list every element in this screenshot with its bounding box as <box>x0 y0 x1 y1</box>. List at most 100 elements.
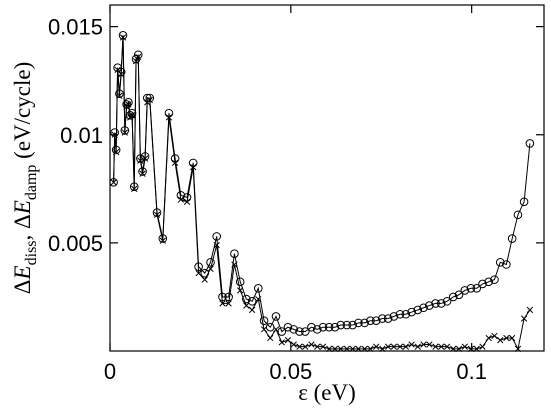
data-point-cross <box>141 155 149 162</box>
data-point-circle <box>312 325 322 334</box>
data-point-circle <box>271 312 281 321</box>
tick-labels: 0 0.05 0.1 0.005 0.01 0.015 <box>48 15 487 384</box>
data-point-circle <box>336 320 346 330</box>
data-point-cross <box>121 129 128 136</box>
data-point-cross <box>319 343 327 350</box>
data-point-cross <box>110 179 117 186</box>
data-point-circle <box>466 283 476 293</box>
y-tick-label: 0.005 <box>48 231 103 256</box>
data-point-cross <box>461 343 468 350</box>
data-point-circle <box>490 275 499 284</box>
data-point-cross <box>302 343 309 350</box>
data-point-cross <box>237 287 244 294</box>
x-axis-title: ε (eV) <box>298 380 356 405</box>
data-point-circle <box>507 234 517 243</box>
data-point-circle <box>495 258 505 267</box>
data-point-circle <box>242 294 251 304</box>
data-point-cross <box>195 269 202 277</box>
data-point-circle <box>407 307 416 317</box>
data-point-cross <box>497 337 504 344</box>
data-point-cross <box>420 341 427 348</box>
data-point-circle <box>371 316 381 326</box>
data-point-cross <box>116 92 123 99</box>
data-point-circle <box>478 279 487 289</box>
data-point-cross <box>520 315 528 322</box>
x-tick-label: 0 <box>104 359 116 384</box>
data-point-circle <box>472 283 482 293</box>
data-point-cross <box>503 334 510 342</box>
data-point-circle <box>330 322 340 332</box>
data-point-cross <box>361 345 368 352</box>
data-point-cross <box>526 306 534 314</box>
data-point-cross <box>331 345 339 352</box>
data-point-cross <box>146 96 153 104</box>
y-axis-title-sub2: damp <box>23 165 40 201</box>
data-point-cross <box>390 343 398 350</box>
data-point-circle <box>307 322 316 332</box>
y-tick-label: 0.015 <box>48 15 103 40</box>
data-point-circle <box>206 258 215 267</box>
plot-frame <box>109 4 545 352</box>
data-point-circle <box>354 318 363 328</box>
data-point-circle <box>253 283 263 293</box>
data-point-cross <box>485 334 492 342</box>
data-point-cross <box>207 265 214 272</box>
data-point-cross <box>290 341 297 348</box>
data-point-cross <box>248 306 256 314</box>
x-tick-label: 0.1 <box>456 359 487 384</box>
data-point-cross <box>373 343 380 350</box>
data-point-cross <box>450 345 457 352</box>
data-point-circle <box>289 325 299 334</box>
data-point-circle <box>259 316 269 326</box>
data-point-cross <box>355 345 362 352</box>
data-point-cross <box>443 343 451 350</box>
data-point-cross <box>408 341 415 348</box>
data-point-cross <box>260 326 268 333</box>
data-point-cross <box>132 58 140 65</box>
data-point-cross <box>455 345 463 352</box>
data-point-circle <box>419 303 428 313</box>
data-point-cross <box>135 53 142 61</box>
data-point-circle <box>235 277 245 287</box>
series-line <box>113 37 531 351</box>
data-point-cross <box>284 337 292 344</box>
data-point-cross <box>314 343 321 350</box>
data-point-circle <box>436 299 446 308</box>
data-point-cross <box>509 334 516 342</box>
data-point-circle <box>442 296 452 306</box>
data-point-cross <box>343 345 351 352</box>
data-point-cross <box>131 185 138 192</box>
data-point-circle <box>360 318 369 328</box>
data-point-circle <box>431 299 440 308</box>
data-point-circle <box>454 290 464 300</box>
data-point-cross <box>379 345 386 352</box>
data-point-cross <box>183 198 191 205</box>
y-axis-title-sep: , <box>10 229 35 241</box>
data-point-cross <box>219 300 226 307</box>
data-point-cross <box>438 343 445 350</box>
data-point-cross <box>491 332 498 340</box>
data-point-circle <box>401 309 411 319</box>
data-point-cross <box>384 343 392 350</box>
x-tick-label: 0.05 <box>269 359 312 384</box>
data-point-cross <box>426 341 433 348</box>
data-point-circle <box>342 320 352 330</box>
data-point-cross <box>213 241 220 249</box>
data-point-circle <box>324 322 334 332</box>
data-point-circle <box>383 314 393 323</box>
data-point-circle <box>230 249 239 258</box>
data-point-cross <box>414 343 421 350</box>
data-point-cross <box>119 34 127 41</box>
data-point-circle <box>295 327 304 336</box>
data-point-cross <box>296 343 303 350</box>
data-point-cross <box>171 159 179 167</box>
data-point-circle <box>413 305 423 315</box>
data-point-circle <box>348 320 357 330</box>
data-point-cross <box>125 101 132 108</box>
data-point-cross <box>231 261 238 268</box>
data-point-circle <box>318 322 328 332</box>
data-point-cross <box>118 71 125 78</box>
data-point-cross <box>467 345 475 352</box>
data-point-circle <box>212 232 221 241</box>
